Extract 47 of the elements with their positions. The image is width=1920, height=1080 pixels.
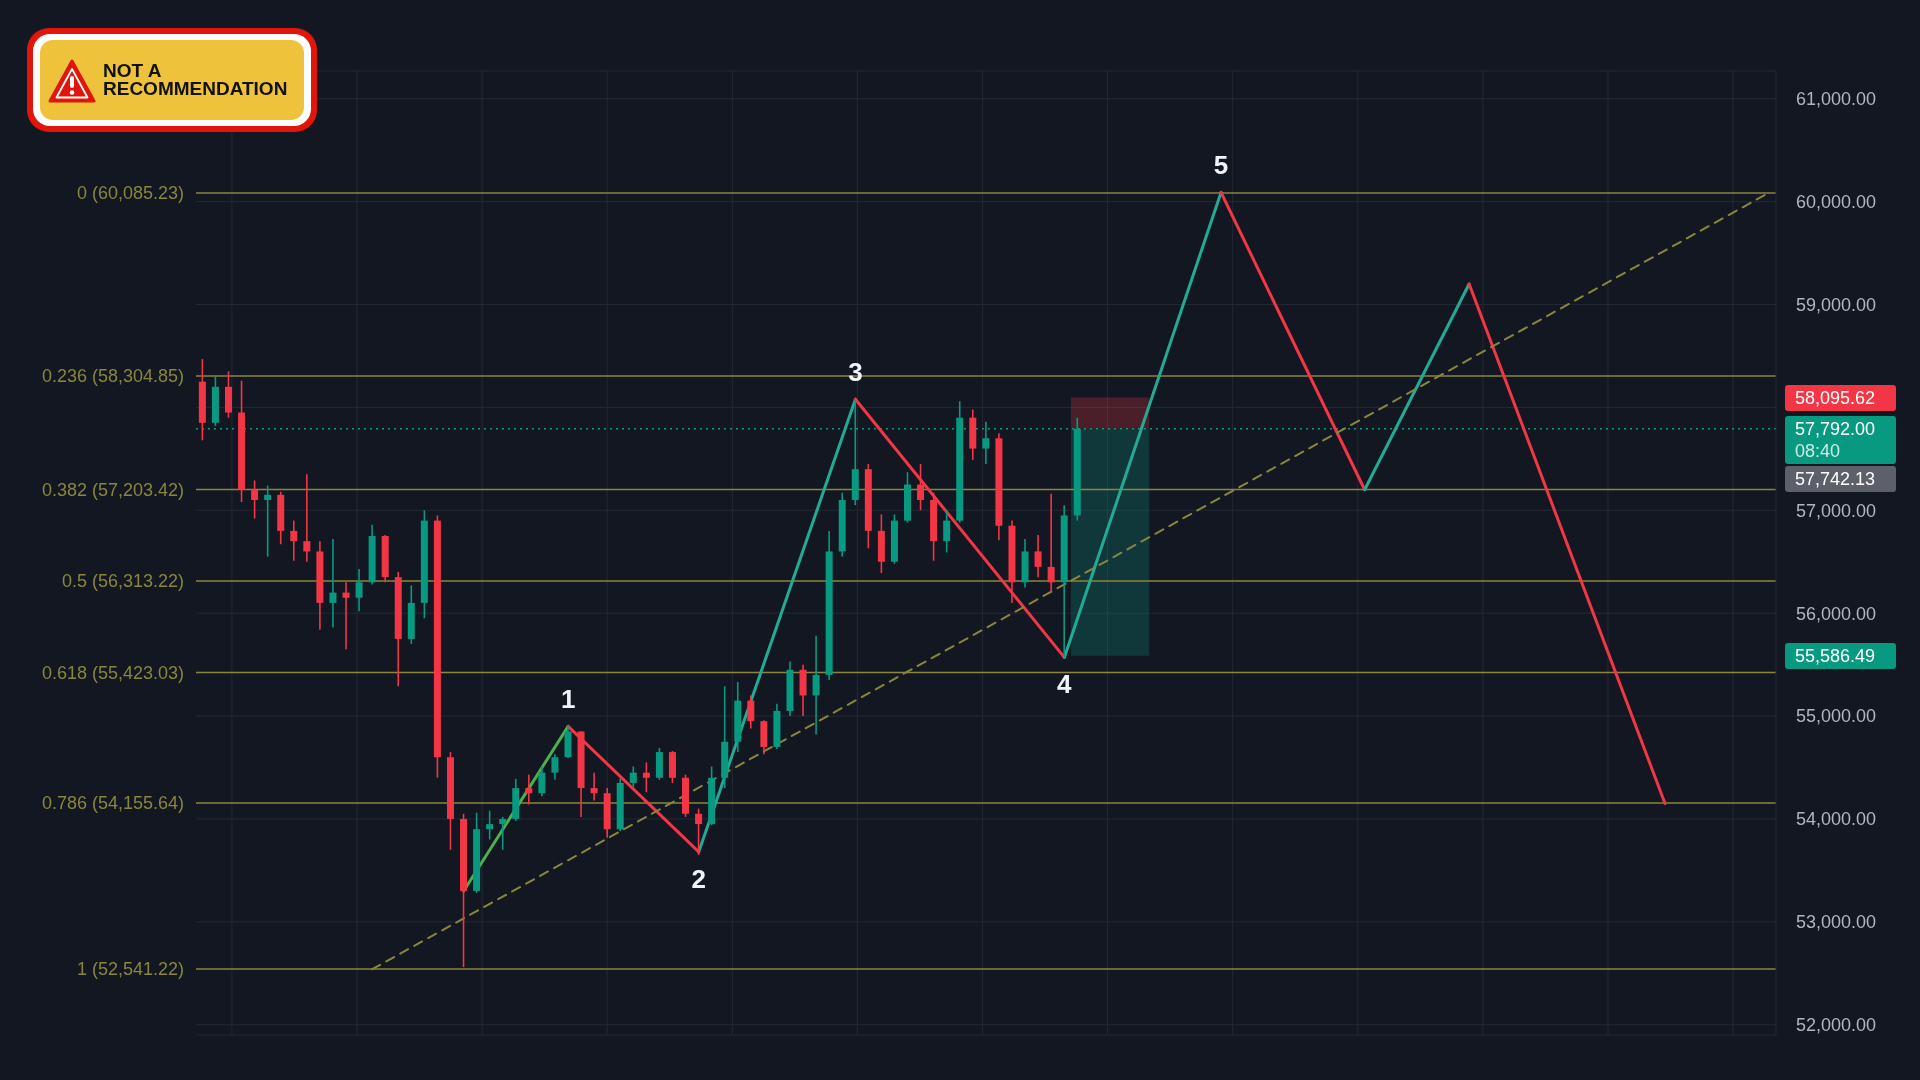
ref-line-label: 0.382 (57,203.42) <box>41 479 184 500</box>
y-tick-label: 52,000.00 <box>1796 1015 1877 1036</box>
candlestick <box>290 519 298 562</box>
candlestick <box>525 773 533 806</box>
ref-line-label: 1 (52,541.22) <box>76 959 184 980</box>
ref-line-label: 0.618 (55,423.03) <box>41 662 184 683</box>
annotation: 1 <box>560 684 576 715</box>
candlestick <box>629 765 637 789</box>
candlestick <box>551 753 559 781</box>
y-tick-label: 60,000.00 <box>1796 192 1877 213</box>
annotation: NOT A RECOMMENDATION <box>103 60 289 99</box>
candlestick <box>499 816 507 851</box>
y-tick-label: 55,000.00 <box>1796 706 1877 727</box>
candlestick <box>329 538 337 629</box>
ref-line-label: 57,792.00 08:40 <box>1795 417 1877 462</box>
candlestick <box>355 568 363 612</box>
text: 58,095.62 <box>1795 386 1877 409</box>
candlestick <box>303 473 311 563</box>
ref-line-label: 0.236 (58,304.85) <box>41 366 184 387</box>
annotation: 4 <box>1057 669 1072 700</box>
candlestick <box>1047 493 1055 594</box>
candlestick <box>538 765 546 798</box>
text: 57,742.13 <box>1795 467 1877 490</box>
candlestick <box>590 771 598 802</box>
text: 55,586.49 <box>1795 644 1877 667</box>
candlestick <box>812 635 820 736</box>
candlestick <box>917 463 925 512</box>
candlestick <box>747 694 755 730</box>
candlestick <box>342 581 350 650</box>
candlestick <box>251 479 259 520</box>
y-tick-label: 61,000.00 <box>1796 89 1877 110</box>
annotation: 2 <box>691 863 706 894</box>
ref-line-label: 0.786 (54,155.64) <box>41 793 184 814</box>
annotation: 5 <box>1213 150 1229 181</box>
ref-line-label: 0.5 (56,313.22) <box>61 571 184 592</box>
candlestick <box>486 809 494 841</box>
y-tick-label: 57,000.00 <box>1796 500 1877 521</box>
candlestick <box>264 484 272 558</box>
candlestick <box>943 509 951 554</box>
candlestick <box>1034 534 1042 578</box>
y-tick-label: 54,000.00 <box>1796 809 1877 830</box>
y-tick-label: 53,000.00 <box>1796 912 1877 933</box>
ref-line-label: 0 (60,085.23) <box>76 183 184 204</box>
annotation: 3 <box>848 357 863 388</box>
y-tick-label: 56,000.00 <box>1796 603 1877 624</box>
candlestick <box>642 761 650 793</box>
y-tick-label: 59,000.00 <box>1796 294 1877 315</box>
